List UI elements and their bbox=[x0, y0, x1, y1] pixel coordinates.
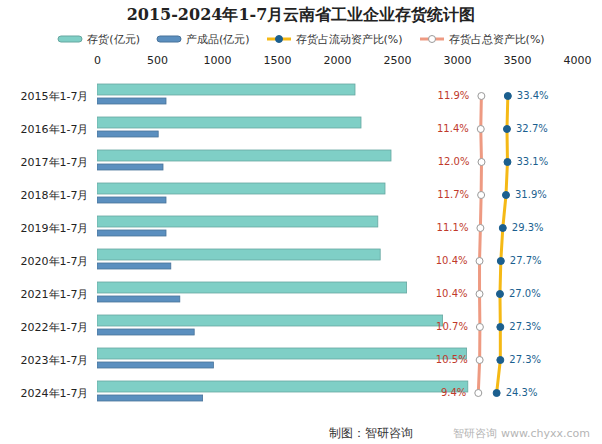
svg-text:2018年1-7月: 2018年1-7月 bbox=[21, 189, 89, 202]
svg-text:32.7%: 32.7% bbox=[516, 123, 548, 134]
svg-text:24.3%: 24.3% bbox=[506, 387, 538, 398]
svg-text:2000: 2000 bbox=[324, 54, 352, 67]
svg-text:11.9%: 11.9% bbox=[438, 90, 470, 101]
svg-text:0: 0 bbox=[94, 54, 101, 67]
svg-text:10.7%: 10.7% bbox=[436, 321, 468, 332]
svg-text:10.4%: 10.4% bbox=[436, 255, 468, 266]
svg-text:4000: 4000 bbox=[564, 54, 592, 67]
svg-text:11.4%: 11.4% bbox=[437, 123, 469, 134]
svg-text:2020年1-7月: 2020年1-7月 bbox=[21, 255, 89, 268]
svg-text:2022年1-7月: 2022年1-7月 bbox=[21, 321, 89, 334]
html-text:智研咨询 www.chyxx.com: 智研咨询 www.chyxx.com bbox=[453, 426, 590, 440]
svg-text:2023年1-7月: 2023年1-7月 bbox=[21, 354, 89, 367]
svg-text:11.7%: 11.7% bbox=[437, 189, 469, 200]
html-text:2015-2024年1-7月云南省工业企业存货统计图: 2015-2024年1-7月云南省工业企业存货统计图 bbox=[126, 5, 476, 24]
svg-text:27.0%: 27.0% bbox=[509, 288, 541, 299]
html-text:制图：智研咨询: 制图：智研咨询 bbox=[329, 425, 414, 440]
svg-text:12.0%: 12.0% bbox=[438, 156, 470, 167]
svg-text:31.9%: 31.9% bbox=[515, 189, 547, 200]
html-text:存货(亿元): 存货(亿元) bbox=[87, 32, 140, 46]
svg-text:500: 500 bbox=[147, 54, 168, 67]
svg-text:2015年1-7月: 2015年1-7月 bbox=[21, 90, 89, 103]
svg-text:10.5%: 10.5% bbox=[436, 354, 468, 365]
svg-text:3000: 3000 bbox=[444, 54, 472, 67]
svg-text:2019年1-7月: 2019年1-7月 bbox=[21, 222, 89, 235]
svg-text:2021年1-7月: 2021年1-7月 bbox=[21, 288, 89, 301]
svg-text:33.1%: 33.1% bbox=[516, 156, 548, 167]
svg-text:3500: 3500 bbox=[504, 54, 532, 67]
svg-text:1000: 1000 bbox=[204, 54, 232, 67]
svg-text:2024年1-7月: 2024年1-7月 bbox=[21, 387, 89, 400]
html-text:产成品(亿元): 产成品(亿元) bbox=[186, 32, 250, 46]
svg-text:1500: 1500 bbox=[264, 54, 292, 67]
svg-text:9.4%: 9.4% bbox=[441, 387, 466, 398]
svg-text:2016年1-7月: 2016年1-7月 bbox=[21, 123, 89, 136]
svg-text:10.4%: 10.4% bbox=[436, 288, 468, 299]
svg-text:2500: 2500 bbox=[384, 54, 412, 67]
svg-text:2017年1-7月: 2017年1-7月 bbox=[21, 156, 89, 169]
svg-text:11.1%: 11.1% bbox=[437, 222, 469, 233]
svg-text:27.3%: 27.3% bbox=[509, 354, 541, 365]
svg-text:27.3%: 27.3% bbox=[509, 321, 541, 332]
html-text:存货占流动资产比(%): 存货占流动资产比(%) bbox=[295, 32, 403, 46]
html-text:存货占总资产比(%): 存货占总资产比(%) bbox=[448, 32, 545, 46]
svg-text:29.3%: 29.3% bbox=[512, 222, 544, 233]
svg-text:27.7%: 27.7% bbox=[510, 255, 542, 266]
svg-text:33.4%: 33.4% bbox=[517, 90, 549, 101]
